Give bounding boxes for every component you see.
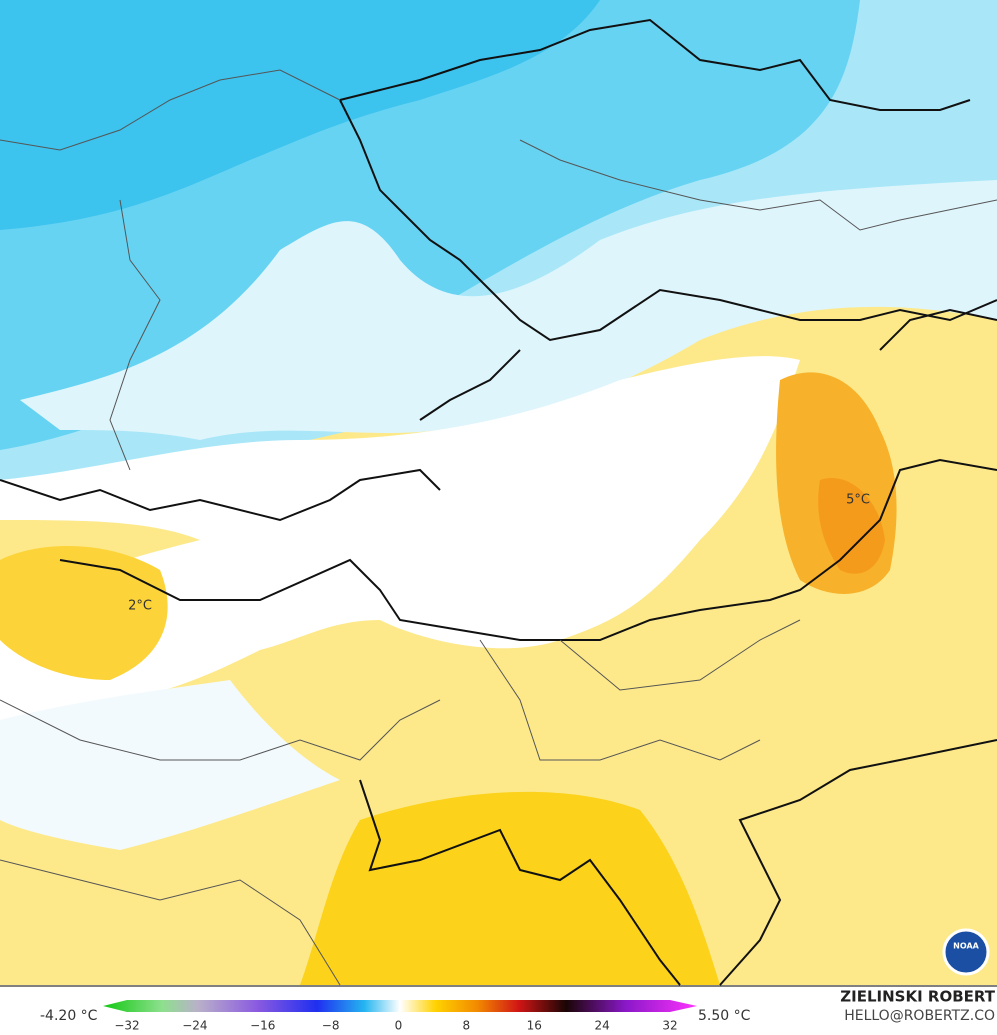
- colorbar-tick-label: 8: [463, 1019, 471, 1033]
- region-border: [479, 639, 761, 761]
- border: [0, 468, 441, 522]
- max-label: 5.50 °C: [698, 1008, 751, 1024]
- colorbar-tick-label: −16: [250, 1019, 275, 1033]
- region-border: [559, 619, 801, 691]
- country-borders: [0, 18, 997, 986]
- colorbar-ticks: −32 −24 −16 −8 0 8 16 24 32: [114, 1019, 677, 1033]
- warm-sea-region: [300, 791, 720, 985]
- temperature-annotation: 5°C: [846, 493, 870, 508]
- border: [339, 99, 997, 342]
- colorbar-tick-label: 32: [662, 1019, 677, 1033]
- min-label: -4.20 °C: [40, 1008, 98, 1024]
- cool-region: [20, 180, 997, 440]
- region-border: [519, 139, 997, 231]
- border: [339, 18, 971, 111]
- colorbar-tick-label: −8: [322, 1019, 340, 1033]
- border: [419, 349, 521, 421]
- noaa-logo: [942, 928, 990, 976]
- colorbar-tick-label: −24: [182, 1019, 207, 1033]
- colorbar-tick-label: 24: [594, 1019, 609, 1033]
- credit-contact: HELLO@ROBERTZ.CO: [844, 1008, 995, 1024]
- border: [879, 308, 997, 351]
- colorbar: [103, 1000, 697, 1012]
- border: [59, 458, 997, 641]
- border: [719, 739, 997, 986]
- neutral-region: [0, 356, 800, 720]
- warm-alps-region: [0, 546, 168, 680]
- colorbar-tick-label: 16: [527, 1019, 542, 1033]
- temperature-annotation: 2°C: [128, 599, 152, 614]
- region-borders: [0, 69, 997, 986]
- noaa-logo-text: NOAA: [953, 942, 979, 951]
- coldest-region: [0, 0, 600, 230]
- colorbar-tick-label: 0: [395, 1019, 403, 1033]
- colorbar-tick-label: −32: [114, 1019, 139, 1033]
- region-border: [109, 199, 161, 471]
- warmest-region: [818, 478, 885, 574]
- neutral-region-south: [0, 680, 340, 850]
- region-border: [0, 69, 341, 151]
- credit-name: ZIELINSKI ROBERT: [840, 988, 995, 1006]
- coastline: [359, 779, 681, 986]
- region-border: [0, 859, 341, 986]
- region-border: [0, 699, 441, 761]
